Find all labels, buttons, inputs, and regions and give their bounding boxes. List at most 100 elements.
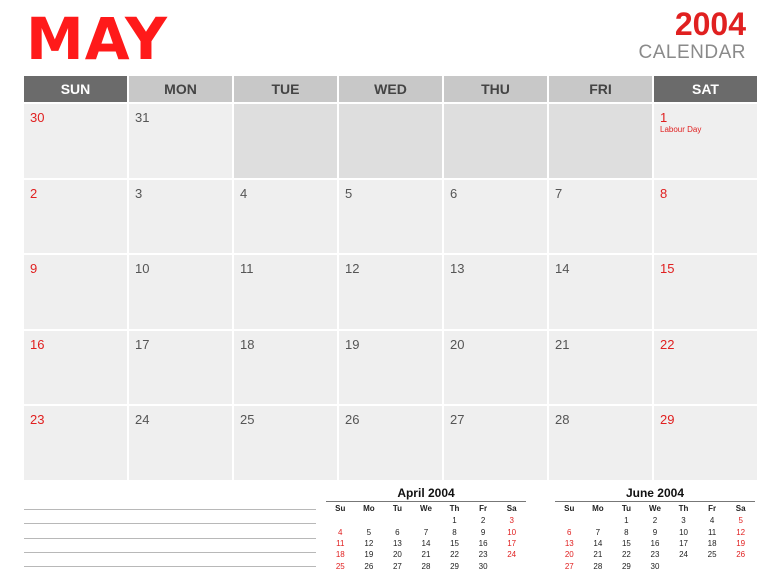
note-line: [24, 553, 316, 567]
mini-day-header: We: [649, 504, 661, 513]
day-cell[interactable]: 10: [129, 255, 232, 329]
mini-day: 2: [480, 516, 486, 526]
day-cell[interactable]: 8: [654, 179, 757, 254]
mini-day: 30: [478, 561, 488, 571]
day-number: 16: [30, 336, 45, 352]
mini-day: 6: [395, 527, 400, 537]
day-number: 13: [450, 261, 465, 277]
day-cell[interactable]: 26: [339, 406, 442, 480]
day-cell[interactable]: 5: [339, 179, 442, 254]
mini-day: 8: [624, 527, 629, 537]
day-cell[interactable]: 15: [654, 255, 757, 329]
mini-day-header: Su: [564, 504, 575, 513]
mini-day-header: Mo: [592, 504, 604, 513]
day-cell-empty: [339, 104, 442, 178]
mini-day-header: We: [420, 504, 432, 513]
day-cell[interactable]: 3: [129, 179, 232, 254]
mini-day: 4: [709, 516, 715, 526]
mini-day: [669, 561, 698, 572]
day-cell[interactable]: 29: [654, 406, 757, 480]
mini-day: 9: [652, 527, 658, 537]
mini-day: [326, 515, 355, 526]
day-number: 20: [450, 336, 465, 352]
weekday-header-sat: SAT: [654, 76, 757, 102]
mini-day: 22: [621, 550, 631, 560]
day-cell[interactable]: 12: [339, 255, 442, 329]
mini-day: 12: [736, 527, 746, 537]
mini-day: 28: [421, 561, 431, 571]
mini-day: 29: [621, 561, 631, 571]
mini-day: 5: [366, 527, 372, 537]
day-number: 23: [30, 412, 45, 428]
day-cell[interactable]: 19: [339, 330, 442, 405]
day-cell[interactable]: 20: [444, 330, 547, 405]
mini-day: 16: [478, 538, 488, 548]
day-number: 1: [660, 110, 668, 125]
mini-day: 20: [392, 550, 402, 560]
mini-day: 27: [392, 561, 402, 571]
mini-calendar-title: April 2004: [397, 486, 455, 500]
day-number: 3: [135, 185, 143, 201]
day-number: 10: [135, 261, 150, 277]
mini-day: 3: [681, 516, 686, 526]
day-cell[interactable]: 18: [234, 330, 337, 405]
mini-day: 17: [679, 538, 688, 548]
day-number: 14: [555, 261, 570, 277]
note-line: [24, 510, 316, 525]
day-cell-empty: [549, 104, 652, 178]
mini-day: 17: [507, 538, 517, 548]
day-cell[interactable]: 17: [129, 330, 232, 405]
day-cell[interactable]: 13: [444, 255, 547, 329]
day-cell[interactable]: 9: [24, 255, 127, 329]
mini-day-header: Th: [449, 504, 460, 513]
day-cell[interactable]: 27: [444, 406, 547, 480]
day-number: 5: [345, 185, 353, 201]
mini-day: 7: [595, 527, 601, 537]
mini-day-header: Su: [335, 504, 346, 513]
mini-day: 26: [364, 561, 374, 571]
day-cell[interactable]: 6: [444, 179, 547, 254]
mini-day: 14: [593, 538, 603, 548]
mini-calendar-june: June 2004 Su Mo Tu We Th Fr Sa 1 2 3 4 5…: [555, 486, 755, 572]
notes-area[interactable]: [24, 496, 316, 567]
day-number: 30: [30, 110, 45, 125]
day-number: 12: [345, 261, 360, 277]
day-number: 18: [240, 336, 255, 352]
mini-day: 27: [564, 561, 574, 571]
mini-day: 10: [679, 527, 688, 537]
mini-day: 30: [650, 561, 660, 571]
day-cell[interactable]: 4: [234, 179, 337, 254]
day-cell[interactable]: 21: [549, 330, 652, 405]
day-cell[interactable]: 28: [549, 406, 652, 480]
day-number: 11: [240, 261, 254, 277]
day-cell[interactable]: 14: [549, 255, 652, 329]
mini-day: 3: [509, 516, 514, 526]
mini-day: [497, 561, 526, 572]
note-line: [24, 524, 316, 539]
mini-calendar-title: June 2004: [625, 486, 685, 500]
note-line: [24, 496, 316, 511]
day-number: 31: [135, 110, 150, 125]
day-cell[interactable]: 23: [24, 406, 127, 480]
day-cell[interactable]: 16: [24, 330, 127, 405]
mini-calendar-table: Su Mo Tu We Th Fr Sa 1 2 3 4 5 6 7 8 9 1…: [555, 502, 755, 572]
mini-day-header: Sa: [506, 504, 517, 513]
day-cell[interactable]: 7: [549, 179, 652, 254]
day-cell[interactable]: 1 Labour Day: [654, 104, 757, 178]
day-number: 21: [555, 336, 570, 352]
day-cell[interactable]: 25: [234, 406, 337, 480]
day-cell-empty: [444, 104, 547, 178]
day-cell[interactable]: 30: [24, 104, 127, 178]
mini-day: [698, 561, 727, 572]
mini-day: [383, 515, 412, 526]
day-cell[interactable]: 22: [654, 330, 757, 405]
mini-day: 25: [707, 550, 717, 560]
day-cell[interactable]: 2: [24, 179, 127, 254]
mini-day-header: Th: [678, 504, 689, 513]
weekday-header-tue: TUE: [234, 76, 337, 102]
mini-day: 16: [650, 538, 660, 548]
day-cell[interactable]: 24: [129, 406, 232, 480]
day-cell[interactable]: 31: [129, 104, 232, 178]
day-cell[interactable]: 11: [234, 255, 337, 329]
weekday-header-thu: THU: [444, 76, 547, 102]
